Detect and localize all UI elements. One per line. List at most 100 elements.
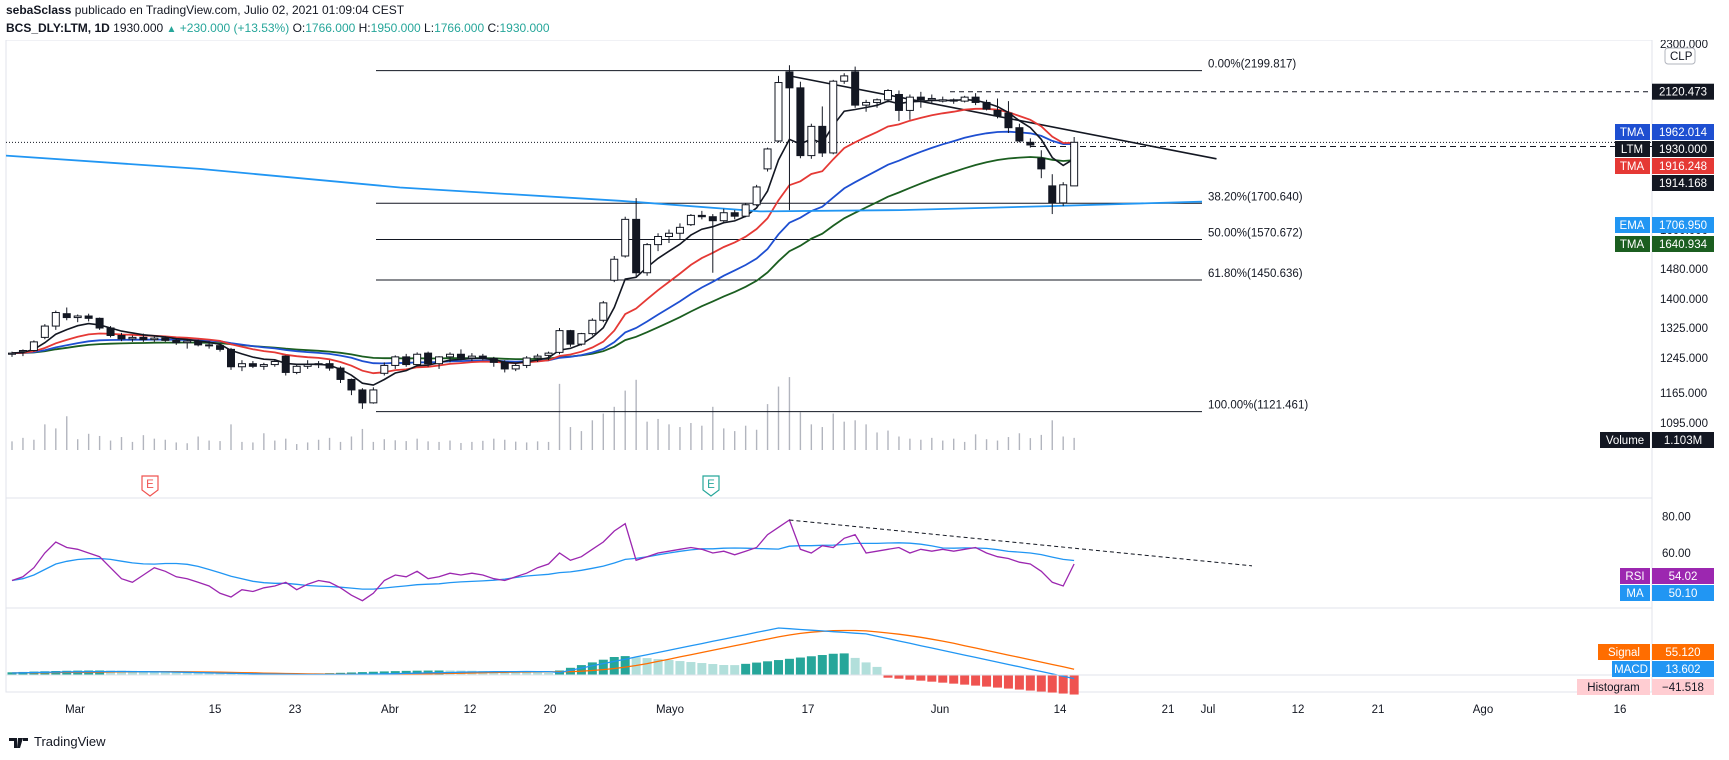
candle-up[interactable] [29, 341, 38, 351]
candle-down[interactable] [336, 367, 345, 380]
candle-up[interactable] [927, 97, 936, 101]
candle-down[interactable] [281, 355, 290, 373]
candle-up[interactable] [905, 96, 914, 111]
earnings-event-icon[interactable] [141, 475, 159, 497]
candle-down[interactable] [106, 327, 115, 336]
time-tick-label[interactable]: Ago [1473, 704, 1493, 716]
candle-down[interactable] [697, 214, 706, 218]
candle-down[interactable] [500, 361, 509, 370]
candle-down[interactable] [785, 71, 794, 89]
candle-up[interactable] [1059, 184, 1068, 204]
candle-up[interactable] [270, 361, 279, 366]
candle-up[interactable] [314, 363, 323, 366]
price-tick-label[interactable]: 1245.000 [1660, 353, 1708, 365]
candle-up[interactable] [884, 90, 892, 101]
candle-down[interactable] [161, 337, 170, 341]
time-tick-label[interactable]: 20 [544, 704, 557, 716]
candle-down[interactable] [358, 389, 367, 404]
time-tick-label[interactable]: Mar [65, 704, 85, 716]
rsi-tick-label[interactable]: 80.00 [1662, 511, 1691, 523]
candle-up[interactable] [599, 302, 608, 321]
candle-up[interactable] [183, 340, 192, 344]
candle-up[interactable] [435, 356, 444, 365]
candle-down[interactable] [402, 356, 411, 366]
candle-down[interactable] [982, 101, 991, 110]
candle-down[interactable] [139, 336, 148, 341]
price-tick-label[interactable]: 1325.000 [1660, 323, 1708, 335]
author-name[interactable]: sebaSclass [6, 3, 72, 17]
candle-up[interactable] [369, 389, 378, 404]
candle-up[interactable] [544, 352, 553, 356]
candle-up[interactable] [774, 82, 783, 142]
candle-down[interactable] [424, 352, 433, 365]
earnings-event-icon[interactable] [702, 475, 720, 497]
time-tick-label[interactable]: 17 [802, 704, 815, 716]
candle-up[interactable] [621, 218, 630, 257]
candle-down[interactable] [971, 96, 980, 103]
time-tick-label[interactable]: 21 [1372, 704, 1385, 716]
candle-up[interactable] [237, 363, 246, 368]
candle-up[interactable] [741, 204, 750, 217]
candle-down[interactable] [708, 216, 717, 222]
price-axis[interactable]: 2300.0001600.0001480.0001400.0001325.000… [1660, 40, 1708, 657]
candle-up[interactable] [665, 232, 673, 237]
candle-down[interactable] [1026, 141, 1035, 146]
candle-down[interactable] [851, 71, 860, 106]
candle-down[interactable] [949, 99, 958, 102]
price-tick-label[interactable]: 1400.000 [1660, 294, 1708, 306]
time-tick-label[interactable]: 15 [209, 704, 222, 716]
candle-down[interactable] [325, 363, 334, 369]
time-tick-label[interactable]: 23 [289, 704, 302, 716]
chart-canvas[interactable]: 0.00%(2199.817) 38.20%(1700.640) 50.00%(15… [0, 40, 1729, 732]
candle-up[interactable] [588, 319, 597, 335]
time-tick-label[interactable]: 12 [464, 704, 477, 716]
candle-up[interactable] [643, 244, 652, 274]
candle-up[interactable] [763, 148, 772, 170]
price-tick-label[interactable]: 1480.000 [1660, 264, 1708, 276]
candle-up[interactable] [51, 312, 60, 327]
candle-down[interactable] [1015, 127, 1024, 142]
candle-down[interactable] [566, 330, 575, 345]
candle-up[interactable] [128, 336, 137, 340]
candle-down[interactable] [227, 348, 235, 368]
candle-down[interactable] [216, 345, 225, 350]
time-tick-label[interactable]: Jun [931, 704, 950, 716]
earnings-event-letter[interactable]: E [707, 479, 715, 491]
candle-up[interactable] [150, 337, 159, 341]
time-tick-label[interactable]: Jul [1201, 704, 1216, 716]
time-tick-label[interactable]: 12 [1292, 704, 1305, 716]
candle-up[interactable] [413, 353, 422, 366]
candle-down[interactable] [84, 315, 93, 319]
candle-down[interactable] [730, 212, 739, 217]
currency-badge[interactable] [1664, 47, 1696, 65]
candle-up[interactable] [807, 125, 816, 157]
candle-up[interactable] [577, 333, 586, 345]
candle-up[interactable] [73, 315, 82, 319]
candle-up[interactable] [8, 352, 16, 355]
symbol-name[interactable]: BCS_DLY:LTM, 1D [6, 21, 110, 35]
candle-down[interactable] [1004, 112, 1013, 129]
time-tick-label[interactable]: Mayo [656, 704, 684, 716]
price-tick-label[interactable]: 1165.000 [1660, 388, 1707, 400]
candle-up[interactable] [862, 101, 871, 106]
candle-up[interactable] [18, 350, 27, 353]
candle-down[interactable] [1037, 157, 1046, 170]
candle-down[interactable] [347, 378, 356, 391]
candle-down[interactable] [194, 340, 203, 346]
price-tick-label[interactable]: 1095.000 [1660, 418, 1708, 430]
time-tick-label[interactable]: 14 [1054, 704, 1067, 716]
candle-up[interactable] [686, 214, 695, 226]
candle-up[interactable] [829, 80, 838, 154]
candle-down[interactable] [205, 344, 214, 347]
candle-up[interactable] [840, 75, 849, 82]
candle-down[interactable] [172, 339, 181, 344]
time-axis[interactable]: Mar 15 23 Abr 12 20 Mayo 17 Jun 14 21 Jul 12 21 Ago 16 [65, 704, 1626, 716]
candle-up[interactable] [40, 325, 49, 338]
candle-up[interactable] [1070, 141, 1079, 187]
candle-up[interactable] [467, 355, 476, 359]
earnings-event-letter[interactable]: E [146, 479, 154, 491]
time-tick-label[interactable]: Abr [381, 704, 399, 716]
candle-down[interactable] [632, 218, 641, 274]
candle-up[interactable] [610, 258, 619, 281]
